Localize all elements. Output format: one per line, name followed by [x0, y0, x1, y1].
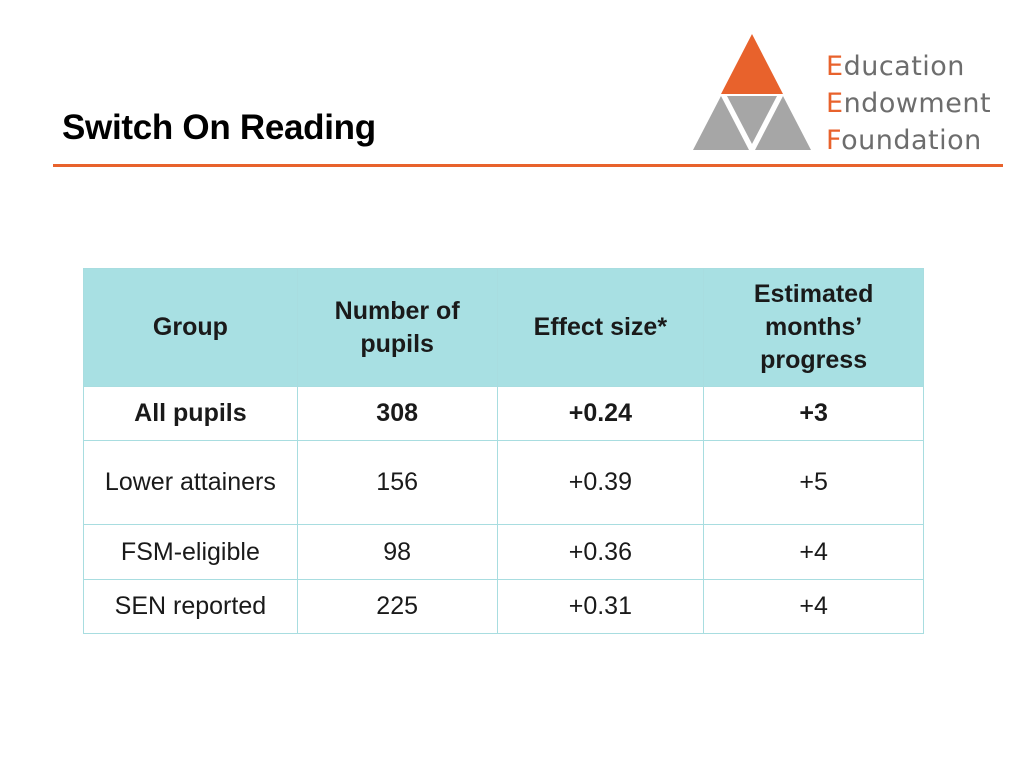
logo-grey-triangle-right	[755, 96, 811, 150]
header-effect-size: Effect size*	[496, 268, 705, 387]
table-row: FSM-eligible 98 +0.36 +4	[83, 524, 924, 580]
results-table: Group Number of pupils Effect size* Esti…	[83, 268, 924, 634]
eef-logo-mark	[693, 34, 811, 150]
cell-group: Lower attainers	[83, 440, 298, 525]
cell-months-progress: +5	[703, 440, 924, 525]
slide-title: Switch On Reading	[62, 108, 376, 147]
table-header-row: Group Number of pupils Effect size* Esti…	[83, 268, 924, 387]
cell-months-progress: +4	[703, 579, 924, 634]
cell-effect-size: +0.39	[496, 440, 705, 525]
cell-months-progress: +4	[703, 524, 924, 580]
cell-group: SEN reported	[83, 579, 298, 634]
header-estimated-months-progress: Estimated months’ progress	[703, 268, 924, 387]
table-row: SEN reported 225 +0.31 +4	[83, 579, 924, 634]
logo-line-foundation: Foundation	[826, 125, 982, 156]
header-number-of-pupils: Number of pupils	[296, 268, 498, 387]
cell-pupils: 308	[296, 386, 498, 441]
logo-grey-triangle-middle	[727, 96, 777, 144]
cell-pupils: 98	[296, 524, 498, 580]
logo-orange-triangle	[721, 34, 783, 94]
header-group: Group	[83, 268, 298, 387]
cell-group: FSM-eligible	[83, 524, 298, 580]
logo-grey-triangle-left	[693, 96, 749, 150]
eef-logo-text: Education Endowment Foundation	[826, 48, 991, 159]
cell-group: All pupils	[83, 386, 298, 441]
title-divider	[53, 164, 1003, 167]
cell-pupils: 225	[296, 579, 498, 634]
logo-line-endowment: Endowment	[826, 88, 992, 119]
table-row: Lower attainers 156 +0.39 +5	[83, 440, 924, 525]
cell-months-progress: +3	[703, 386, 924, 441]
cell-effect-size: +0.36	[496, 524, 705, 580]
table-row: All pupils 308 +0.24 +3	[83, 386, 924, 441]
cell-effect-size: +0.31	[496, 579, 705, 634]
cell-effect-size: +0.24	[496, 386, 705, 441]
logo-line-education: Education	[826, 51, 965, 82]
cell-pupils: 156	[296, 440, 498, 525]
